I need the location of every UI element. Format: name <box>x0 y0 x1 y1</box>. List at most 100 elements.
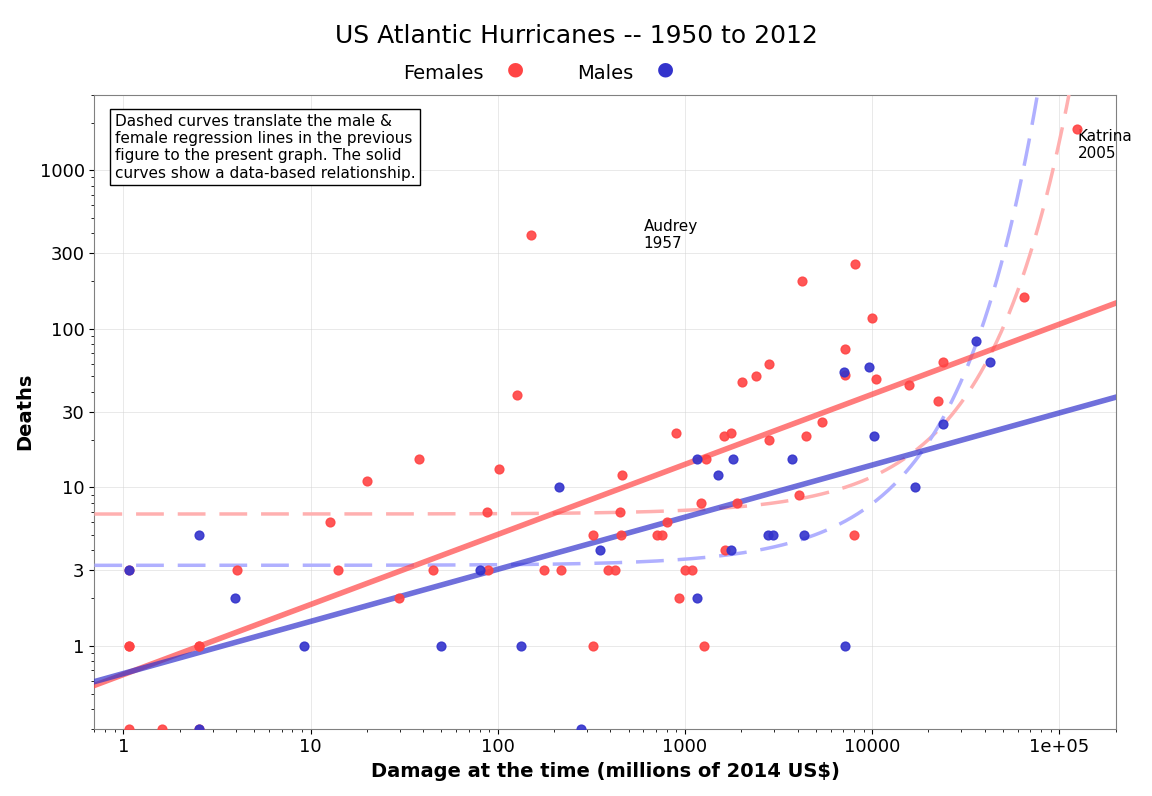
Point <box>900 379 918 392</box>
Point <box>790 488 809 501</box>
Point <box>647 529 666 541</box>
Point <box>120 564 138 576</box>
Point <box>508 389 526 402</box>
Point <box>1068 122 1086 135</box>
Point <box>478 505 497 518</box>
Point <box>980 355 999 368</box>
Point <box>696 453 714 466</box>
Point <box>658 516 676 529</box>
Point <box>470 564 488 576</box>
Point <box>490 462 508 475</box>
Point <box>676 564 695 576</box>
Point <box>725 453 743 466</box>
Point <box>760 433 779 446</box>
Text: Katrina
2005: Katrina 2005 <box>1077 128 1132 161</box>
Point <box>783 453 802 466</box>
Text: Males: Males <box>577 64 634 83</box>
Point <box>717 544 735 556</box>
Point <box>722 544 741 556</box>
Point <box>844 529 863 541</box>
X-axis label: Damage at the time (millions of 2014 US$): Damage at the time (millions of 2014 US$… <box>371 762 840 781</box>
Point <box>905 481 924 494</box>
Point <box>695 639 713 652</box>
Point <box>796 430 814 443</box>
Point <box>410 453 429 466</box>
Point <box>715 430 734 443</box>
Point <box>758 529 776 541</box>
Text: US Atlantic Hurricanes -- 1950 to 2012: US Atlantic Hurricanes -- 1950 to 2012 <box>334 24 818 48</box>
Point <box>424 564 442 576</box>
Point <box>835 366 854 379</box>
Point <box>550 481 568 494</box>
Point <box>836 639 855 652</box>
Point <box>795 529 813 541</box>
Point <box>733 376 751 388</box>
Point <box>120 639 138 652</box>
Point <box>863 311 881 324</box>
Point <box>836 369 855 381</box>
Point <box>228 564 247 576</box>
Y-axis label: Deaths: Deaths <box>15 373 35 451</box>
Point <box>591 544 609 556</box>
Point <box>1015 291 1033 303</box>
Point <box>669 591 688 604</box>
Point <box>691 496 710 509</box>
Point <box>867 373 886 386</box>
Point <box>864 430 882 443</box>
Point <box>120 722 138 735</box>
Point <box>859 361 878 374</box>
Point <box>667 427 685 439</box>
Point <box>120 564 138 576</box>
Point <box>432 639 450 652</box>
Point <box>573 722 591 735</box>
Point <box>612 529 630 541</box>
Point <box>682 564 700 576</box>
Point <box>967 334 985 347</box>
Point <box>389 591 408 604</box>
Point <box>511 639 530 652</box>
Point <box>708 468 727 481</box>
Point <box>189 639 207 652</box>
Point <box>189 639 207 652</box>
Point <box>321 516 340 529</box>
Point <box>793 275 811 287</box>
Text: Females: Females <box>403 64 484 83</box>
Point <box>189 722 207 735</box>
Point <box>721 427 740 439</box>
Point <box>606 564 624 576</box>
Point <box>295 639 313 652</box>
Point <box>189 529 207 541</box>
Point <box>584 529 602 541</box>
Point <box>599 564 617 576</box>
Point <box>522 228 540 241</box>
Point <box>764 529 782 541</box>
Point <box>611 505 629 518</box>
Point <box>653 529 672 541</box>
Point <box>357 474 376 487</box>
Point <box>929 395 947 408</box>
Point <box>584 639 602 652</box>
Text: Audrey
1957: Audrey 1957 <box>644 219 698 252</box>
Text: ●: ● <box>657 60 674 79</box>
Point <box>688 453 706 466</box>
Text: Dashed curves translate the male &
female regression lines in the previous
figur: Dashed curves translate the male & femal… <box>115 114 416 181</box>
Point <box>226 591 244 604</box>
Point <box>688 591 706 604</box>
Point <box>933 418 952 431</box>
Point <box>934 355 953 368</box>
Point <box>846 258 864 271</box>
Point <box>328 564 347 576</box>
Point <box>189 722 207 735</box>
Point <box>759 357 778 370</box>
Point <box>120 639 138 652</box>
Point <box>153 722 172 735</box>
Point <box>479 564 498 576</box>
Point <box>746 370 765 383</box>
Point <box>728 496 746 509</box>
Point <box>552 564 570 576</box>
Point <box>613 468 631 481</box>
Point <box>535 564 553 576</box>
Point <box>835 342 854 355</box>
Point <box>813 416 832 428</box>
Text: ●: ● <box>507 60 524 79</box>
